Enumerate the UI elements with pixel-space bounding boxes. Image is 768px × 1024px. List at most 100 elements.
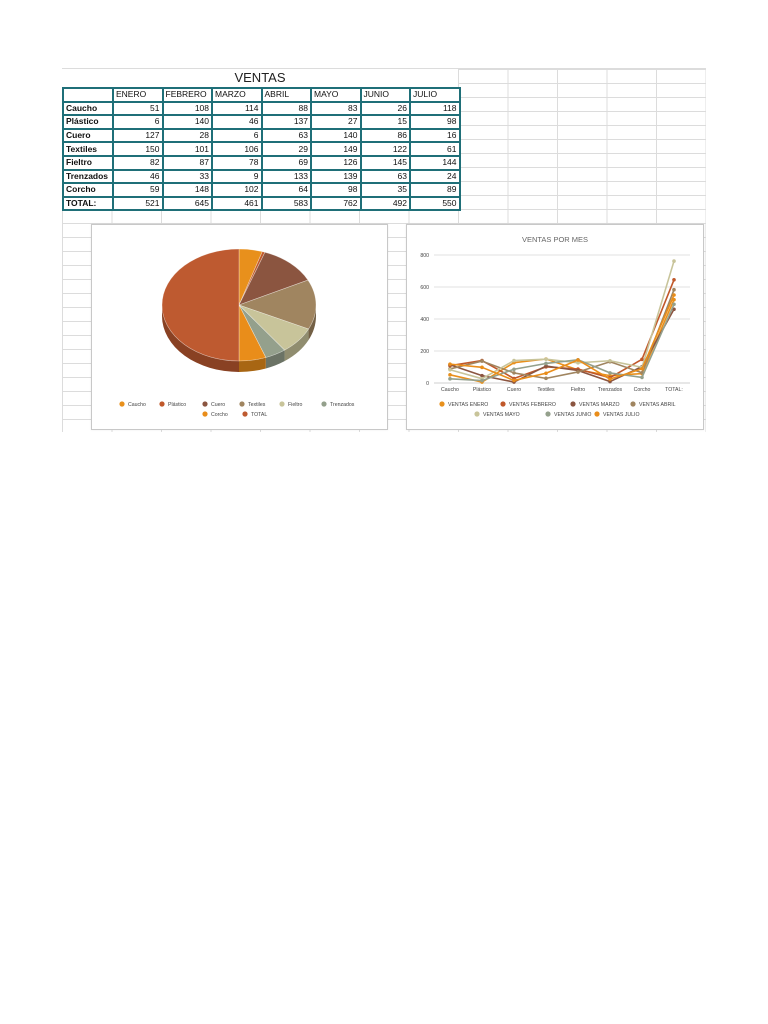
value-cell[interactable]: 24 [409,168,461,185]
y-tick-label: 200 [420,349,429,355]
value-cell[interactable]: 69 [260,154,312,171]
value-cell[interactable]: 140 [310,127,362,144]
data-point [448,373,452,377]
table-header-row: ENERO FEBRERO MARZO ABRIL MAYO JUNIO JULIO [62,87,461,103]
column-header[interactable]: MAYO [310,87,362,103]
value-cell[interactable]: 28 [161,127,213,144]
value-cell[interactable]: 86 [359,127,411,144]
value-cell[interactable]: 550 [409,195,461,212]
line-legend-item: VENTAS FEBRERO [500,401,556,408]
value-cell[interactable]: 59 [112,182,164,198]
row-label-cell[interactable]: Corcho [62,182,114,198]
value-cell[interactable]: 98 [310,182,362,198]
value-cell[interactable]: 89 [409,182,461,198]
value-cell[interactable]: 87 [161,154,213,171]
legend-label: Cuero [211,402,225,408]
value-cell[interactable]: 583 [260,195,312,212]
value-cell[interactable]: 83 [310,100,362,117]
row-label-cell[interactable]: Plástico [62,114,114,130]
value-cell[interactable]: 101 [161,141,213,157]
value-cell[interactable]: 122 [359,141,411,157]
row-label-cell[interactable]: Fieltro [62,154,114,171]
data-point [640,366,644,371]
value-cell[interactable]: 27 [310,114,362,130]
value-cell[interactable]: 51 [112,100,164,117]
value-cell[interactable]: 6 [112,114,164,130]
row-label-cell[interactable]: Trenzados [62,168,114,185]
column-header[interactable]: MARZO [211,87,263,103]
column-header[interactable]: ABRIL [260,87,312,103]
data-point [672,302,676,307]
value-cell[interactable]: 98 [409,114,461,130]
y-tick-label: 800 [420,253,429,259]
column-header[interactable]: JULIO [409,87,461,103]
value-cell[interactable]: 137 [260,114,312,130]
value-cell[interactable]: 29 [260,141,312,157]
legend-marker [119,401,125,407]
value-cell[interactable]: 144 [409,154,461,171]
value-cell[interactable]: 521 [112,195,164,212]
value-cell[interactable]: 82 [112,154,164,171]
column-header[interactable]: FEBRERO [161,87,213,103]
x-tick-label: TOTAL: [665,387,683,393]
value-cell[interactable]: 16 [409,127,461,144]
legend-marker [202,411,208,417]
column-header[interactable]: ENERO [112,87,164,103]
legend-label: Textiles [248,402,266,408]
pie-chart[interactable]: Caucho Plástico Cuero Textiles Fieltro Trenza… [91,224,388,430]
value-cell[interactable]: 26 [359,100,411,117]
value-cell[interactable]: 108 [161,100,213,117]
row-label-cell[interactable]: Caucho [62,100,114,117]
header-corner-cell[interactable] [62,87,114,103]
pie-slices [161,248,317,362]
value-cell[interactable]: 6 [211,127,263,144]
table-row: Cuero 127 28 6 63 140 86 16 [62,127,461,144]
value-cell[interactable]: 46 [112,168,164,185]
value-cell[interactable]: 645 [161,195,213,212]
value-cell[interactable]: 114 [211,100,263,117]
value-cell[interactable]: 63 [260,127,312,144]
data-point [672,293,676,297]
value-cell[interactable]: 61 [409,141,461,157]
data-point [608,358,612,363]
legend-marker [474,411,480,417]
line-chart[interactable]: VENTAS POR MES 0 200 400 600 800 Caucho Plástic… [406,224,704,430]
pie-slice-cuero [238,251,309,306]
value-cell[interactable]: 492 [359,195,411,212]
table-row: Plástico 6 140 46 137 27 15 98 [62,114,461,130]
value-cell[interactable]: 78 [211,154,263,171]
value-cell[interactable]: 106 [211,141,263,157]
value-cell[interactable]: 150 [112,141,164,157]
value-cell[interactable]: 46 [211,114,263,130]
value-cell[interactable]: 64 [260,182,312,198]
value-cell[interactable]: 33 [161,168,213,185]
legend-label: Plástico [168,402,186,408]
row-label-cell[interactable]: TOTAL: [62,195,114,212]
value-cell[interactable]: 145 [359,154,411,171]
pie-legend: Caucho Plástico Cuero Textiles Fieltro Trenza… [119,401,355,418]
value-cell[interactable]: 127 [112,127,164,144]
value-cell[interactable]: 149 [310,141,362,157]
row-label-cell[interactable]: Textiles [62,141,114,157]
value-cell[interactable]: 9 [211,168,263,185]
value-cell[interactable]: 88 [260,100,312,117]
value-cell[interactable]: 102 [211,182,263,198]
data-point [576,361,580,365]
pie-legend-item: Corcho [202,411,228,418]
value-cell[interactable]: 139 [310,168,362,185]
legend-marker [159,401,165,407]
value-cell[interactable]: 133 [260,168,312,185]
value-cell[interactable]: 126 [310,154,362,171]
value-cell[interactable]: 15 [359,114,411,130]
legend-marker [545,411,551,417]
value-cell[interactable]: 148 [161,182,213,198]
value-cell[interactable]: 35 [359,182,411,198]
column-header[interactable]: JUNIO [359,87,411,103]
row-label-cell[interactable]: Cuero [62,127,114,144]
data-point [480,378,484,383]
value-cell[interactable]: 140 [161,114,213,130]
value-cell[interactable]: 762 [310,195,362,212]
value-cell[interactable]: 63 [359,168,411,185]
value-cell[interactable]: 118 [409,100,461,117]
value-cell[interactable]: 461 [211,195,263,212]
